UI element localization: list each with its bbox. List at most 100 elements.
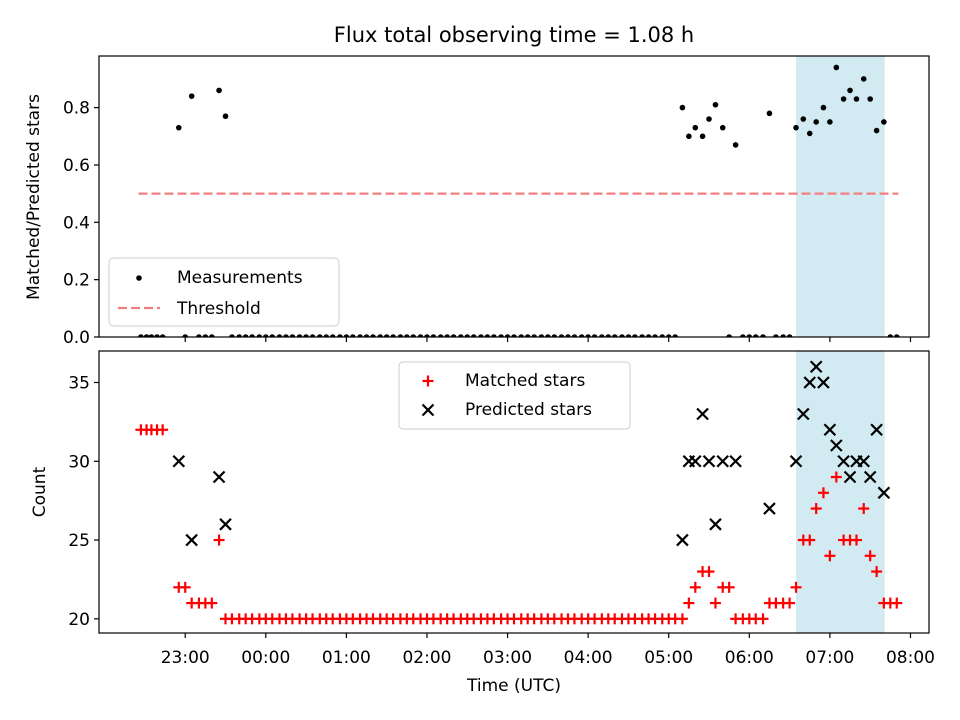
predicted-star-point bbox=[716, 455, 729, 468]
measurement-point bbox=[524, 334, 531, 337]
measurement-point bbox=[545, 334, 551, 337]
measurement-point bbox=[296, 334, 303, 337]
matched-star-point bbox=[703, 566, 715, 578]
measurement-point bbox=[820, 104, 827, 111]
measurement-point bbox=[196, 334, 202, 337]
predicted-star-point bbox=[789, 455, 803, 468]
measurement-point bbox=[263, 334, 269, 337]
predicted-star-point bbox=[729, 455, 742, 468]
predicted-star-point bbox=[676, 533, 689, 547]
measurement-point bbox=[458, 334, 464, 337]
measurement-point bbox=[652, 334, 658, 337]
measurement-point bbox=[276, 334, 283, 337]
measurement-point bbox=[390, 334, 396, 337]
measurement-point bbox=[766, 110, 773, 117]
measurement-point bbox=[518, 334, 525, 337]
measurement-point bbox=[551, 334, 558, 337]
measurement-point bbox=[323, 334, 330, 337]
predicted-star-point bbox=[870, 423, 883, 437]
measurement-point bbox=[188, 93, 195, 99]
measurement-point bbox=[853, 96, 860, 102]
predicted-star-point bbox=[185, 533, 198, 547]
x-tick-label: 03:00 bbox=[483, 648, 532, 668]
measurement-point bbox=[309, 334, 316, 337]
matched-star-point bbox=[709, 597, 721, 609]
bottom-axes-frame bbox=[98, 350, 930, 634]
matched-star-point bbox=[817, 487, 829, 499]
measurement-point bbox=[202, 334, 209, 337]
y-tick-label: 0.4 bbox=[63, 213, 90, 233]
measurement-point bbox=[148, 334, 155, 337]
top-panel: 0.0 0.2 0.4 0.6 0.8 Measurements Threshold bbox=[63, 55, 930, 348]
measurement-point bbox=[760, 334, 766, 337]
x-tick-label: 23:00 bbox=[161, 648, 210, 668]
matched-star-point bbox=[864, 550, 876, 562]
measurement-point bbox=[424, 334, 430, 337]
measurement-point bbox=[746, 334, 753, 337]
measurement-point bbox=[800, 116, 807, 122]
measurement-point bbox=[893, 334, 900, 337]
measurement-point bbox=[867, 96, 873, 102]
legend-threshold-label: Threshold bbox=[176, 299, 261, 319]
measurement-point bbox=[827, 119, 833, 125]
chart-title: Flux total observing time = 1.08 h bbox=[334, 23, 694, 47]
matched-star-point bbox=[676, 613, 688, 625]
x-tick-label: 08:00 bbox=[886, 648, 935, 668]
measurement-point bbox=[639, 334, 645, 337]
measurement-point bbox=[719, 124, 726, 131]
predicted-star-point bbox=[830, 439, 843, 452]
measurement-point bbox=[249, 334, 255, 337]
matched-star-point bbox=[179, 581, 191, 593]
measurement-point bbox=[337, 334, 343, 337]
measurement-point bbox=[350, 334, 356, 337]
measurement-point bbox=[383, 334, 390, 337]
measurement-point bbox=[159, 334, 166, 337]
measurement-point bbox=[450, 334, 457, 337]
measurement-point bbox=[464, 334, 471, 337]
measurement-point bbox=[699, 133, 706, 140]
measurement-point bbox=[813, 119, 819, 125]
x-tick-label: 02:00 bbox=[402, 648, 451, 668]
bottom-legend: Matched stars Predicted stars bbox=[398, 361, 631, 430]
measurement-point bbox=[216, 87, 222, 94]
matched-star-point bbox=[157, 424, 169, 436]
y-tick-label: 0.6 bbox=[63, 156, 90, 176]
legend-box bbox=[398, 361, 631, 430]
measurement-point bbox=[625, 334, 632, 337]
measurement-point bbox=[504, 334, 511, 337]
measurement-point bbox=[531, 334, 537, 337]
predicted-star-point bbox=[709, 518, 722, 531]
measurement-point bbox=[209, 334, 215, 337]
measurement-point bbox=[578, 334, 585, 337]
y-tick-label: 20 bbox=[68, 610, 90, 630]
measurement-point bbox=[154, 334, 160, 337]
measurement-point bbox=[806, 130, 813, 137]
measurement-point bbox=[599, 334, 605, 337]
matched-star-point bbox=[830, 471, 842, 483]
measurement-point bbox=[591, 334, 598, 337]
measurement-point bbox=[511, 334, 517, 337]
measurement-point bbox=[498, 334, 504, 337]
predicted-star-point bbox=[172, 455, 186, 468]
measurement-point bbox=[370, 334, 376, 337]
predicted-star-point bbox=[857, 455, 871, 468]
measurement-point bbox=[786, 334, 793, 337]
predicted-star-point bbox=[803, 376, 817, 389]
x-tick-label: 01:00 bbox=[322, 648, 371, 668]
measurement-point bbox=[470, 334, 477, 337]
predicted-star-point bbox=[877, 486, 891, 500]
predicted-star-point bbox=[823, 423, 837, 437]
measurement-point bbox=[444, 334, 450, 337]
measurement-point bbox=[605, 334, 612, 337]
measurement-point bbox=[558, 334, 565, 337]
predicted-star-point bbox=[219, 518, 232, 531]
measurement-point bbox=[873, 127, 880, 134]
matched-star-point bbox=[206, 597, 218, 609]
measurement-point bbox=[565, 334, 571, 337]
matched-star-point bbox=[784, 597, 796, 609]
measurement-point bbox=[833, 64, 840, 71]
matched-stars-points bbox=[135, 424, 903, 625]
measurement-point bbox=[726, 334, 732, 337]
measurement-point bbox=[289, 334, 296, 337]
